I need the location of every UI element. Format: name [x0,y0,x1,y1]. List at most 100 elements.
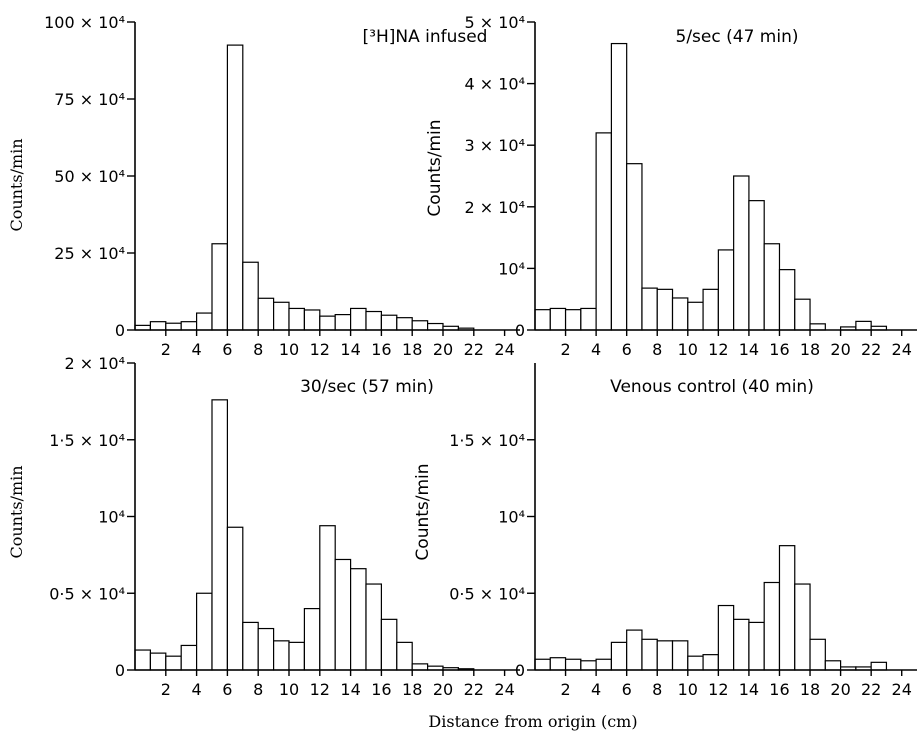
histogram-bar [273,301,290,331]
x-tick-label: 12 [708,680,728,699]
histogram-bar [855,320,872,331]
x-tick-label: 22 [861,340,881,359]
x-tick-label: 8 [253,680,263,699]
histogram-bar [702,288,719,331]
histogram-bar [380,618,398,671]
histogram-bar [870,661,888,671]
histogram-bar [334,314,352,331]
x-tick-label: 14 [739,680,759,699]
x-tick-label: 20 [830,680,850,699]
histogram-bar [733,618,750,671]
histogram-bar [748,200,765,331]
x-tick-label: 14 [340,340,360,359]
histogram-bar [656,288,674,331]
panel-title: [³H]NA infused [363,27,488,47]
histogram-bar [242,261,259,331]
histogram-bar [411,320,429,331]
x-tick-label: 12 [310,680,330,699]
x-tick-label: 4 [192,340,202,359]
x-tick-label: 10 [678,680,698,699]
histogram-bar [671,297,689,331]
y-tick-label: 2 × 10⁴ [64,354,125,373]
y-axis-label: Counts/min [413,463,433,560]
y-tick-label: 1·5 × 10⁴ [449,431,525,450]
y-tick-label: 25 × 10⁴ [54,244,125,263]
x-tick-label: 10 [678,340,698,359]
y-tick-label: 10⁴ [498,259,525,278]
histogram-bar [534,658,551,671]
histogram-bar [748,621,765,671]
histogram-bar [134,649,151,671]
x-tick-label: 24 [494,680,514,699]
histogram-bar [211,399,228,671]
histogram-bar [656,640,674,671]
x-tick-label: 20 [830,340,850,359]
histogram-bar [257,627,275,671]
histogram-bar [396,317,413,331]
histogram-bar [733,175,750,331]
x-tick-label: 18 [800,680,820,699]
histogram-bar [580,307,597,331]
histogram-bar [411,663,429,671]
histogram-bar [334,558,352,671]
y-tick-label: 4 × 10⁴ [464,75,525,94]
y-tick-label: 5 × 10⁴ [464,13,525,32]
x-tick-label: 6 [622,680,632,699]
x-tick-label: 20 [433,680,453,699]
x-tick-label: 6 [622,340,632,359]
histogram-bar [319,525,336,671]
y-tick-label: 2 × 10⁴ [464,198,525,217]
histogram-bar [717,604,735,671]
y-tick-label: 0 [515,661,525,680]
x-tick-label: 18 [402,340,422,359]
x-tick-label: 10 [279,680,299,699]
histogram-bar [626,163,643,331]
y-axis-label: Counts/min [425,119,445,216]
panel-title: 5/sec (47 min) [676,27,799,47]
histogram-bar [564,309,582,331]
histogram-bar [610,641,628,671]
histogram-bar [211,243,228,331]
histogram-bar [165,655,182,671]
x-tick-label: 6 [222,680,232,699]
x-tick-label: 2 [161,340,171,359]
histogram-bar [671,640,689,671]
y-tick-label: 0 [115,321,125,340]
histogram-bar [303,309,321,331]
panel-title: Venous control (40 min) [610,377,814,397]
x-tick-label: 18 [800,340,820,359]
histogram-bar [717,249,735,331]
x-tick-label: 24 [494,340,514,359]
x-tick-label: 10 [279,340,299,359]
histogram-bar [288,641,305,671]
histogram-bar [427,322,444,331]
x-tick-label: 4 [591,680,601,699]
histogram-bar [763,243,781,331]
histogram-bar [809,323,826,331]
y-tick-label: 10⁴ [498,508,525,527]
histogram-bar [778,545,796,671]
x-tick-label: 22 [464,680,484,699]
histogram-bar [165,322,182,331]
histogram-bar [549,307,567,331]
x-tick-label: 4 [192,680,202,699]
y-axis-label: Counts/min [7,138,26,231]
y-tick-label: 10⁴ [98,508,125,527]
histogram-bar [396,641,413,671]
x-tick-label: 16 [769,340,789,359]
histogram-bar [824,660,842,671]
x-tick-label: 20 [433,340,453,359]
histogram-bar [763,581,781,671]
histogram-bar [319,315,336,331]
x-tick-label: 16 [371,680,391,699]
panel-title: 30/sec (57 min) [300,377,434,397]
x-tick-label: 2 [560,340,570,359]
histogram-bar [226,44,244,331]
histogram-bar [149,652,167,671]
x-tick-label: 18 [402,680,422,699]
histogram-bar [595,132,612,331]
histogram-bar [350,568,367,671]
